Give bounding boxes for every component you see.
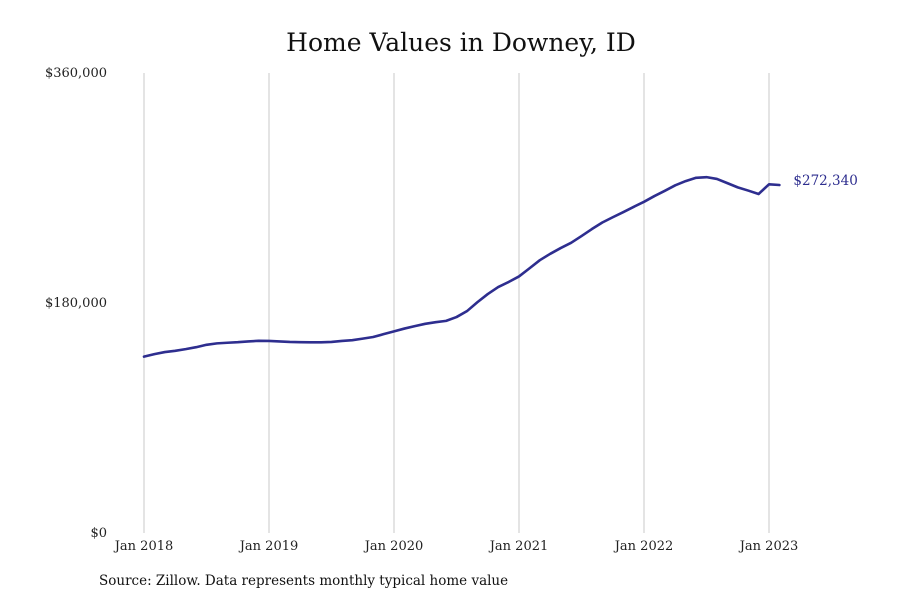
data-point	[455, 316, 458, 318]
data-point	[257, 340, 260, 342]
data-point	[580, 235, 583, 237]
data-point	[622, 211, 624, 213]
data-point	[278, 340, 281, 343]
data-point	[205, 343, 208, 346]
last-value-label: $272,340	[793, 173, 857, 189]
data-point	[726, 182, 729, 184]
data-point	[174, 349, 177, 352]
data-point	[518, 275, 520, 278]
data-point	[184, 348, 187, 350]
data-point	[632, 206, 635, 208]
source-note: Source: Zillow. Data represents monthly …	[99, 573, 508, 589]
series-line	[142, 175, 781, 358]
data-point	[695, 176, 697, 179]
x-axis-tick-labels: Jan 2018 Jan 2019 Jan 2020 Jan 2021 Jan 2022…	[113, 539, 799, 554]
data-point	[757, 193, 760, 195]
data-point	[299, 341, 302, 344]
x-tick-label: Jan 2020	[363, 539, 424, 554]
vertical-gridlines	[143, 73, 770, 533]
data-point	[403, 327, 406, 330]
series-layer	[142, 175, 781, 358]
data-point	[507, 281, 510, 283]
x-tick-label: Jan 2019	[238, 539, 299, 554]
data-point	[528, 267, 531, 270]
data-point	[289, 341, 291, 343]
data-point	[195, 346, 197, 349]
data-point	[414, 325, 416, 327]
data-point	[705, 176, 708, 178]
data-point	[268, 340, 270, 342]
data-point	[559, 247, 562, 249]
data-point	[247, 340, 249, 343]
data-point	[747, 189, 749, 192]
data-point	[361, 337, 364, 340]
x-tick-label: Jan 2018	[113, 539, 174, 554]
y-tick-label: $360,000	[45, 66, 107, 81]
data-point	[549, 253, 552, 255]
data-point	[643, 201, 645, 203]
data-point	[341, 340, 343, 342]
data-point	[653, 195, 656, 197]
x-tick-label: Jan 2022	[613, 539, 674, 554]
y-tick-label: $0	[90, 526, 107, 541]
data-point	[372, 336, 374, 338]
data-point	[716, 178, 718, 180]
data-point	[466, 310, 468, 312]
data-point	[570, 242, 572, 244]
data-point	[684, 180, 687, 182]
data-point	[330, 341, 333, 343]
y-axis-tick-labels: $0 $180,000 $360,000	[45, 66, 107, 541]
data-point	[434, 321, 437, 323]
data-point	[153, 353, 156, 355]
chart-title: Home Values in Downey, ID	[286, 28, 636, 57]
data-point	[591, 228, 593, 230]
x-tick-label: Jan 2021	[488, 539, 549, 554]
data-point	[351, 339, 354, 341]
data-point	[497, 286, 499, 288]
x-tick-label: Jan 2023	[738, 539, 799, 554]
data-point	[601, 221, 604, 224]
data-point	[664, 190, 666, 192]
data-point	[382, 333, 385, 335]
data-point	[143, 355, 145, 358]
data-point	[309, 341, 312, 344]
data-point	[539, 259, 541, 261]
data-point	[226, 341, 229, 344]
data-point	[736, 186, 739, 189]
y-tick-label: $180,000	[45, 296, 107, 311]
data-point	[611, 216, 614, 219]
data-point	[216, 342, 218, 345]
data-point	[164, 351, 166, 353]
data-point	[674, 184, 677, 187]
data-point	[778, 184, 781, 186]
data-point	[768, 183, 770, 186]
data-point	[236, 341, 239, 344]
data-point	[320, 341, 322, 344]
data-point	[424, 323, 427, 325]
data-point	[445, 320, 447, 322]
data-point	[476, 301, 479, 304]
data-point	[486, 293, 489, 295]
data-point	[393, 330, 395, 333]
